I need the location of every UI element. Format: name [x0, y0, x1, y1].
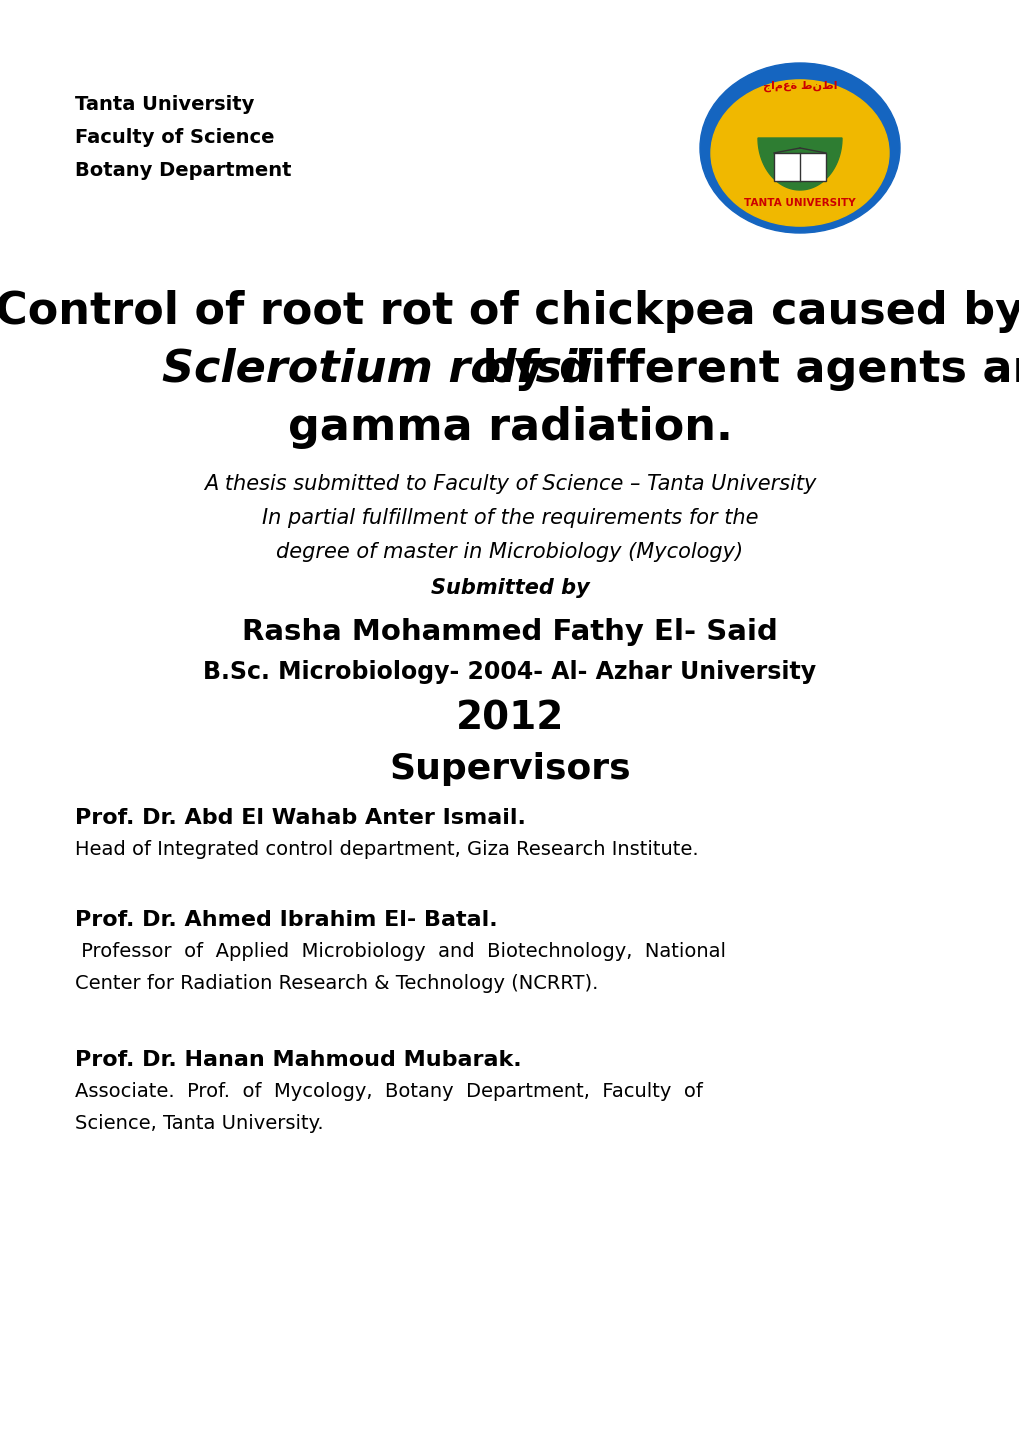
Text: Professor  of  Applied  Microbiology  and  Biotechnology,  National: Professor of Applied Microbiology and Bi… [75, 942, 726, 960]
Text: Science, Tanta University.: Science, Tanta University. [75, 1115, 323, 1133]
Text: Control of root rot of chickpea caused by: Control of root rot of chickpea caused b… [0, 289, 1019, 333]
Text: TANTA UNIVERSITY: TANTA UNIVERSITY [744, 197, 855, 207]
Text: Rasha Mohammed Fathy El- Said: Rasha Mohammed Fathy El- Said [242, 618, 777, 647]
Text: Submitted by: Submitted by [430, 577, 589, 598]
Text: by different agents and: by different agents and [467, 348, 1019, 392]
Text: Tanta University: Tanta University [75, 95, 254, 114]
Text: جامعة طنطا: جامعة طنطا [762, 81, 837, 92]
Ellipse shape [710, 79, 889, 226]
Text: Center for Radiation Research & Technology (NCRRT).: Center for Radiation Research & Technolo… [75, 973, 598, 994]
Text: degree of master in Microbiology (Mycology): degree of master in Microbiology (Mycolo… [276, 541, 743, 562]
FancyBboxPatch shape [773, 153, 825, 181]
Polygon shape [757, 138, 841, 190]
Text: Prof. Dr. Hanan Mahmoud Mubarak.: Prof. Dr. Hanan Mahmoud Mubarak. [75, 1050, 521, 1070]
Text: Sclerotium rolfsii: Sclerotium rolfsii [162, 348, 592, 392]
Text: A thesis submitted to Faculty of Science – Tanta University: A thesis submitted to Faculty of Science… [204, 474, 815, 494]
Text: Prof. Dr. Abd El Wahab Anter Ismail.: Prof. Dr. Abd El Wahab Anter Ismail. [75, 808, 526, 828]
Text: Associate.  Prof.  of  Mycology,  Botany  Department,  Faculty  of: Associate. Prof. of Mycology, Botany Dep… [75, 1081, 702, 1102]
Text: gamma radiation.: gamma radiation. [287, 406, 732, 449]
Text: 2012: 2012 [455, 700, 564, 737]
Text: Head of Integrated control department, Giza Research Institute.: Head of Integrated control department, G… [75, 840, 698, 860]
Text: Prof. Dr. Ahmed Ibrahim El- Batal.: Prof. Dr. Ahmed Ibrahim El- Batal. [75, 910, 497, 930]
Text: In partial fulfillment of the requirements for the: In partial fulfillment of the requiremen… [262, 508, 757, 528]
Text: Faculty of Science: Faculty of Science [75, 128, 274, 147]
Text: Supervisors: Supervisors [389, 752, 630, 786]
Text: B.Sc. Microbiology- 2004- Al- Azhar University: B.Sc. Microbiology- 2004- Al- Azhar Univ… [203, 660, 816, 684]
Ellipse shape [699, 63, 899, 233]
Text: Botany Department: Botany Department [75, 161, 291, 180]
